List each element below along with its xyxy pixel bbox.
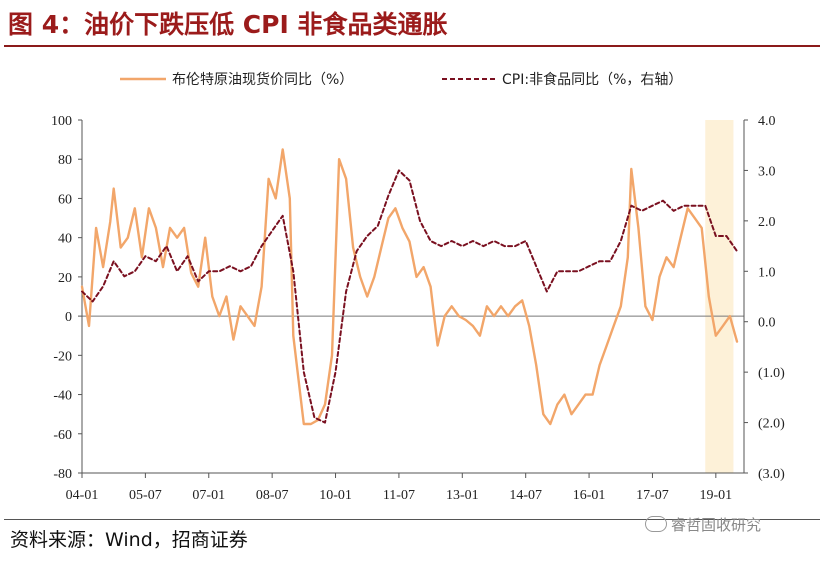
left-tick-label: -60 bbox=[53, 428, 72, 443]
series-cpi-line bbox=[81, 169, 738, 424]
right-tick-label: 0.0 bbox=[758, 316, 776, 331]
left-tick-label: 80 bbox=[58, 153, 72, 168]
legend-cpi-label: CPI:非食品同比（%，右轴） bbox=[502, 71, 682, 88]
x-tick-label: 14-07 bbox=[509, 488, 542, 503]
x-tick-label: 17-07 bbox=[636, 488, 669, 503]
x-tick-label: 05-07 bbox=[129, 488, 162, 503]
x-tick-label: 11-07 bbox=[383, 488, 415, 503]
legend: 布伦特原油现货价同比（%） CPI:非食品同比（%，右轴） bbox=[120, 71, 682, 88]
x-axis-ticks: 04-01 05-07 07-01 08-07 10-01 11-07 13-01 14-07… bbox=[66, 473, 732, 503]
source-note: 资料来源：Wind，招商证券 bbox=[10, 529, 248, 551]
title-divider bbox=[4, 45, 820, 47]
left-tick-label: 60 bbox=[58, 192, 72, 207]
series-oil-line bbox=[80, 148, 739, 426]
chart: 布伦特原油现货价同比（%） CPI:非食品同比（%，右轴） 100 80 60 40 2… bbox=[51, 71, 785, 503]
right-tick-label: 2.0 bbox=[758, 215, 776, 230]
right-tick-label: 4.0 bbox=[758, 114, 776, 129]
left-axis-ticks: 100 80 60 40 20 0 -20 -40 -60 -80 bbox=[51, 114, 82, 482]
left-tick-label: 100 bbox=[51, 114, 72, 129]
wechat-icon bbox=[645, 516, 667, 532]
legend-oil-label: 布伦特原油现货价同比（%） bbox=[172, 71, 353, 88]
right-tick-label: (2.0) bbox=[758, 417, 785, 432]
x-tick-label: 08-07 bbox=[256, 488, 289, 503]
x-tick-label: 13-01 bbox=[446, 488, 479, 503]
right-axis-ticks: 4.0 3.0 2.0 1.0 0.0 (1.0) (2.0) (3.0) bbox=[744, 114, 785, 482]
x-tick-label: 19-01 bbox=[699, 488, 732, 503]
watermark: 睿哲固收研究 bbox=[645, 514, 761, 535]
right-tick-label: (3.0) bbox=[758, 467, 785, 482]
x-tick-label: 07-01 bbox=[192, 488, 225, 503]
x-tick-label: 04-01 bbox=[66, 488, 99, 503]
figure-title: 图 4：油价下跌压低 CPI 非食品类通胀 bbox=[8, 10, 448, 39]
right-tick-label: 3.0 bbox=[758, 164, 776, 179]
left-tick-label: -20 bbox=[53, 349, 72, 364]
left-tick-label: 0 bbox=[65, 310, 72, 325]
left-tick-label: -80 bbox=[53, 467, 72, 482]
right-tick-label: 1.0 bbox=[758, 265, 776, 280]
x-tick-label: 16-01 bbox=[573, 488, 606, 503]
axes bbox=[81, 120, 745, 474]
right-tick-label: (1.0) bbox=[758, 366, 785, 381]
watermark-text: 睿哲固收研究 bbox=[671, 516, 762, 534]
x-tick-label: 10-01 bbox=[319, 488, 352, 503]
left-tick-label: 20 bbox=[58, 271, 72, 286]
source-divider bbox=[4, 519, 820, 520]
left-tick-label: -40 bbox=[53, 389, 72, 404]
left-tick-label: 40 bbox=[58, 232, 72, 247]
